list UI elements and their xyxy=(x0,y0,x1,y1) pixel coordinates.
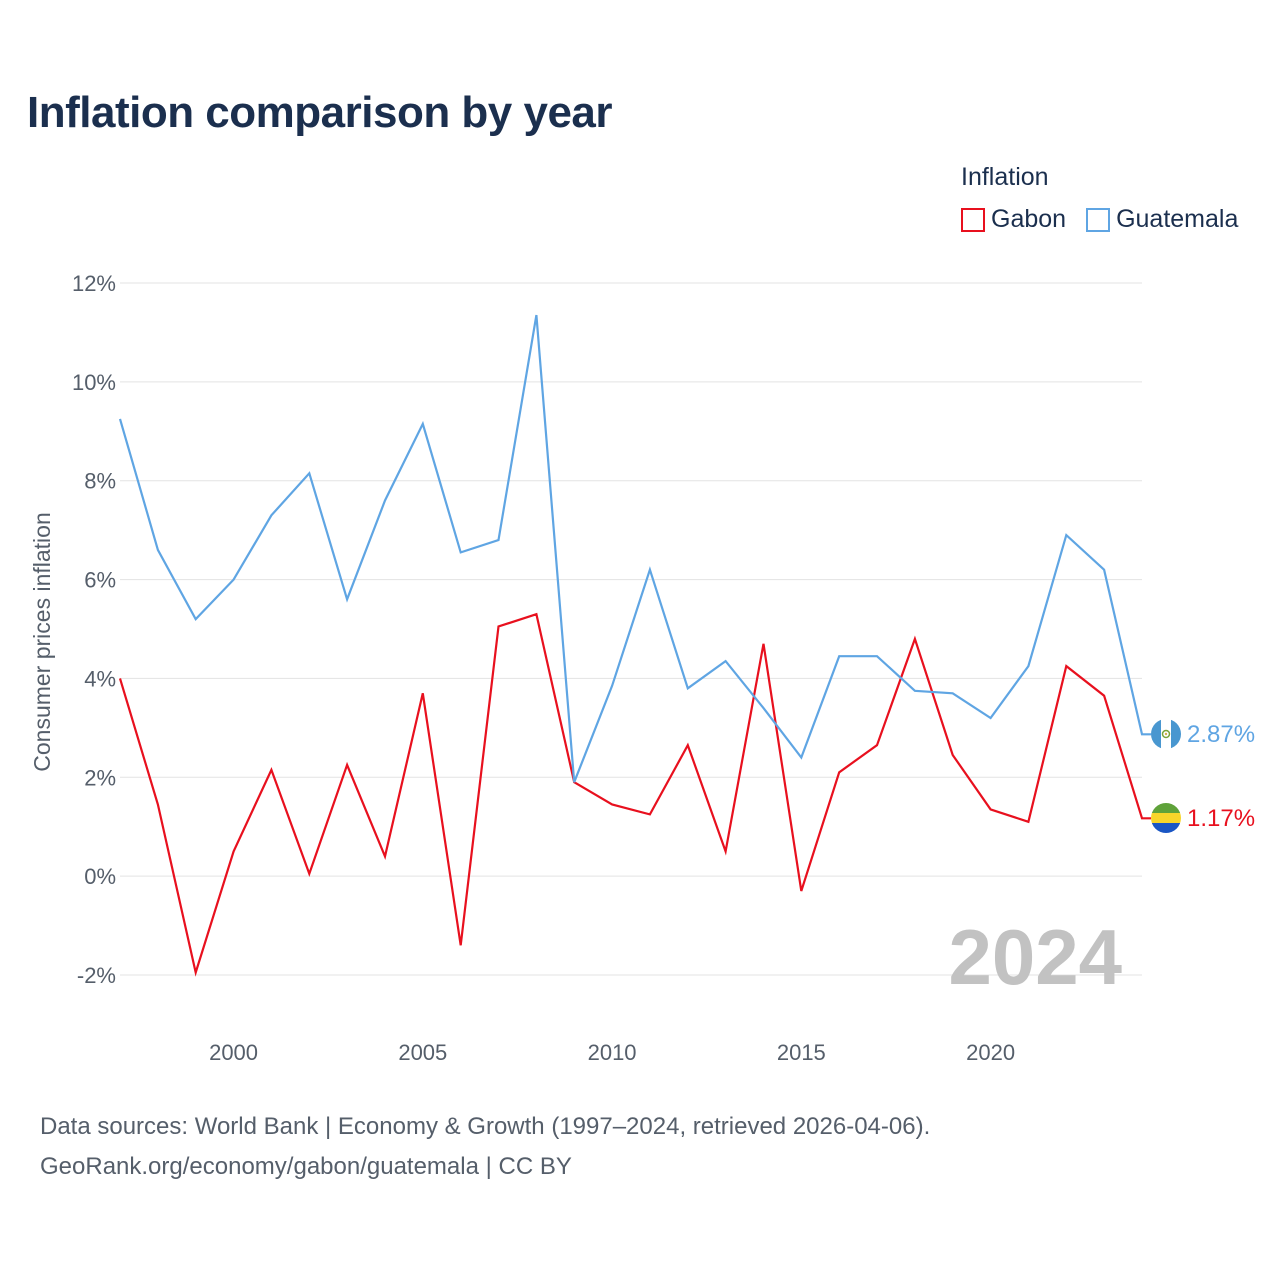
y-tick-label: 10% xyxy=(72,370,116,395)
y-tick-label: 2% xyxy=(84,765,116,790)
legend: Gabon Guatemala xyxy=(961,205,1238,234)
x-tick-label: 2020 xyxy=(966,1040,1015,1065)
year-watermark: 2024 xyxy=(948,913,1122,1001)
end-label-guatemala: 2.87% xyxy=(1187,721,1255,748)
footer: Data sources: World Bank | Economy & Gro… xyxy=(40,1107,930,1187)
y-tick-label: -2% xyxy=(77,963,116,988)
series xyxy=(118,314,1151,977)
x-tick-label: 2010 xyxy=(588,1040,637,1065)
legend-title: Inflation xyxy=(961,163,1049,191)
legend-label-gabon: Gabon xyxy=(991,205,1067,233)
grid xyxy=(120,282,1142,976)
y-tick-label: 4% xyxy=(84,666,116,691)
legend-swatch-guatemala xyxy=(1086,207,1111,232)
x-tick-label: 2000 xyxy=(209,1040,258,1065)
y-axis-label: Consumer prices inflation xyxy=(29,512,55,772)
y-tick-label: 8% xyxy=(84,469,116,494)
x-axis-ticks: 2000 2005 2010 2015 2020 xyxy=(209,1040,1015,1065)
series-line-guatemala xyxy=(118,314,1151,783)
legend-item-guatemala[interactable]: Guatemala xyxy=(1086,205,1238,234)
series-line-gabon xyxy=(118,612,1151,977)
end-label-gabon: 1.17% xyxy=(1187,805,1255,832)
legend-item-gabon[interactable]: Gabon xyxy=(961,205,1066,234)
footer-credit: GeoRank.org/economy/gabon/guatemala | CC… xyxy=(40,1153,572,1180)
page-title: Inflation comparison by year xyxy=(27,88,613,137)
x-tick-label: 2015 xyxy=(777,1040,826,1065)
guatemala-flag-icon xyxy=(1151,719,1181,749)
y-axis-ticks: -2% 0% 2% 4% 6% 8% 10% 12% xyxy=(72,271,116,988)
legend-swatch-gabon xyxy=(961,207,985,232)
legend-label-guatemala: Guatemala xyxy=(1116,205,1239,233)
y-tick-label: 0% xyxy=(84,864,116,889)
y-tick-label: 6% xyxy=(84,568,116,593)
gabon-flag-icon xyxy=(1151,803,1181,833)
footer-sources: Data sources: World Bank | Economy & Gro… xyxy=(40,1113,931,1140)
y-tick-label: 12% xyxy=(72,271,116,296)
x-tick-label: 2005 xyxy=(398,1040,447,1065)
